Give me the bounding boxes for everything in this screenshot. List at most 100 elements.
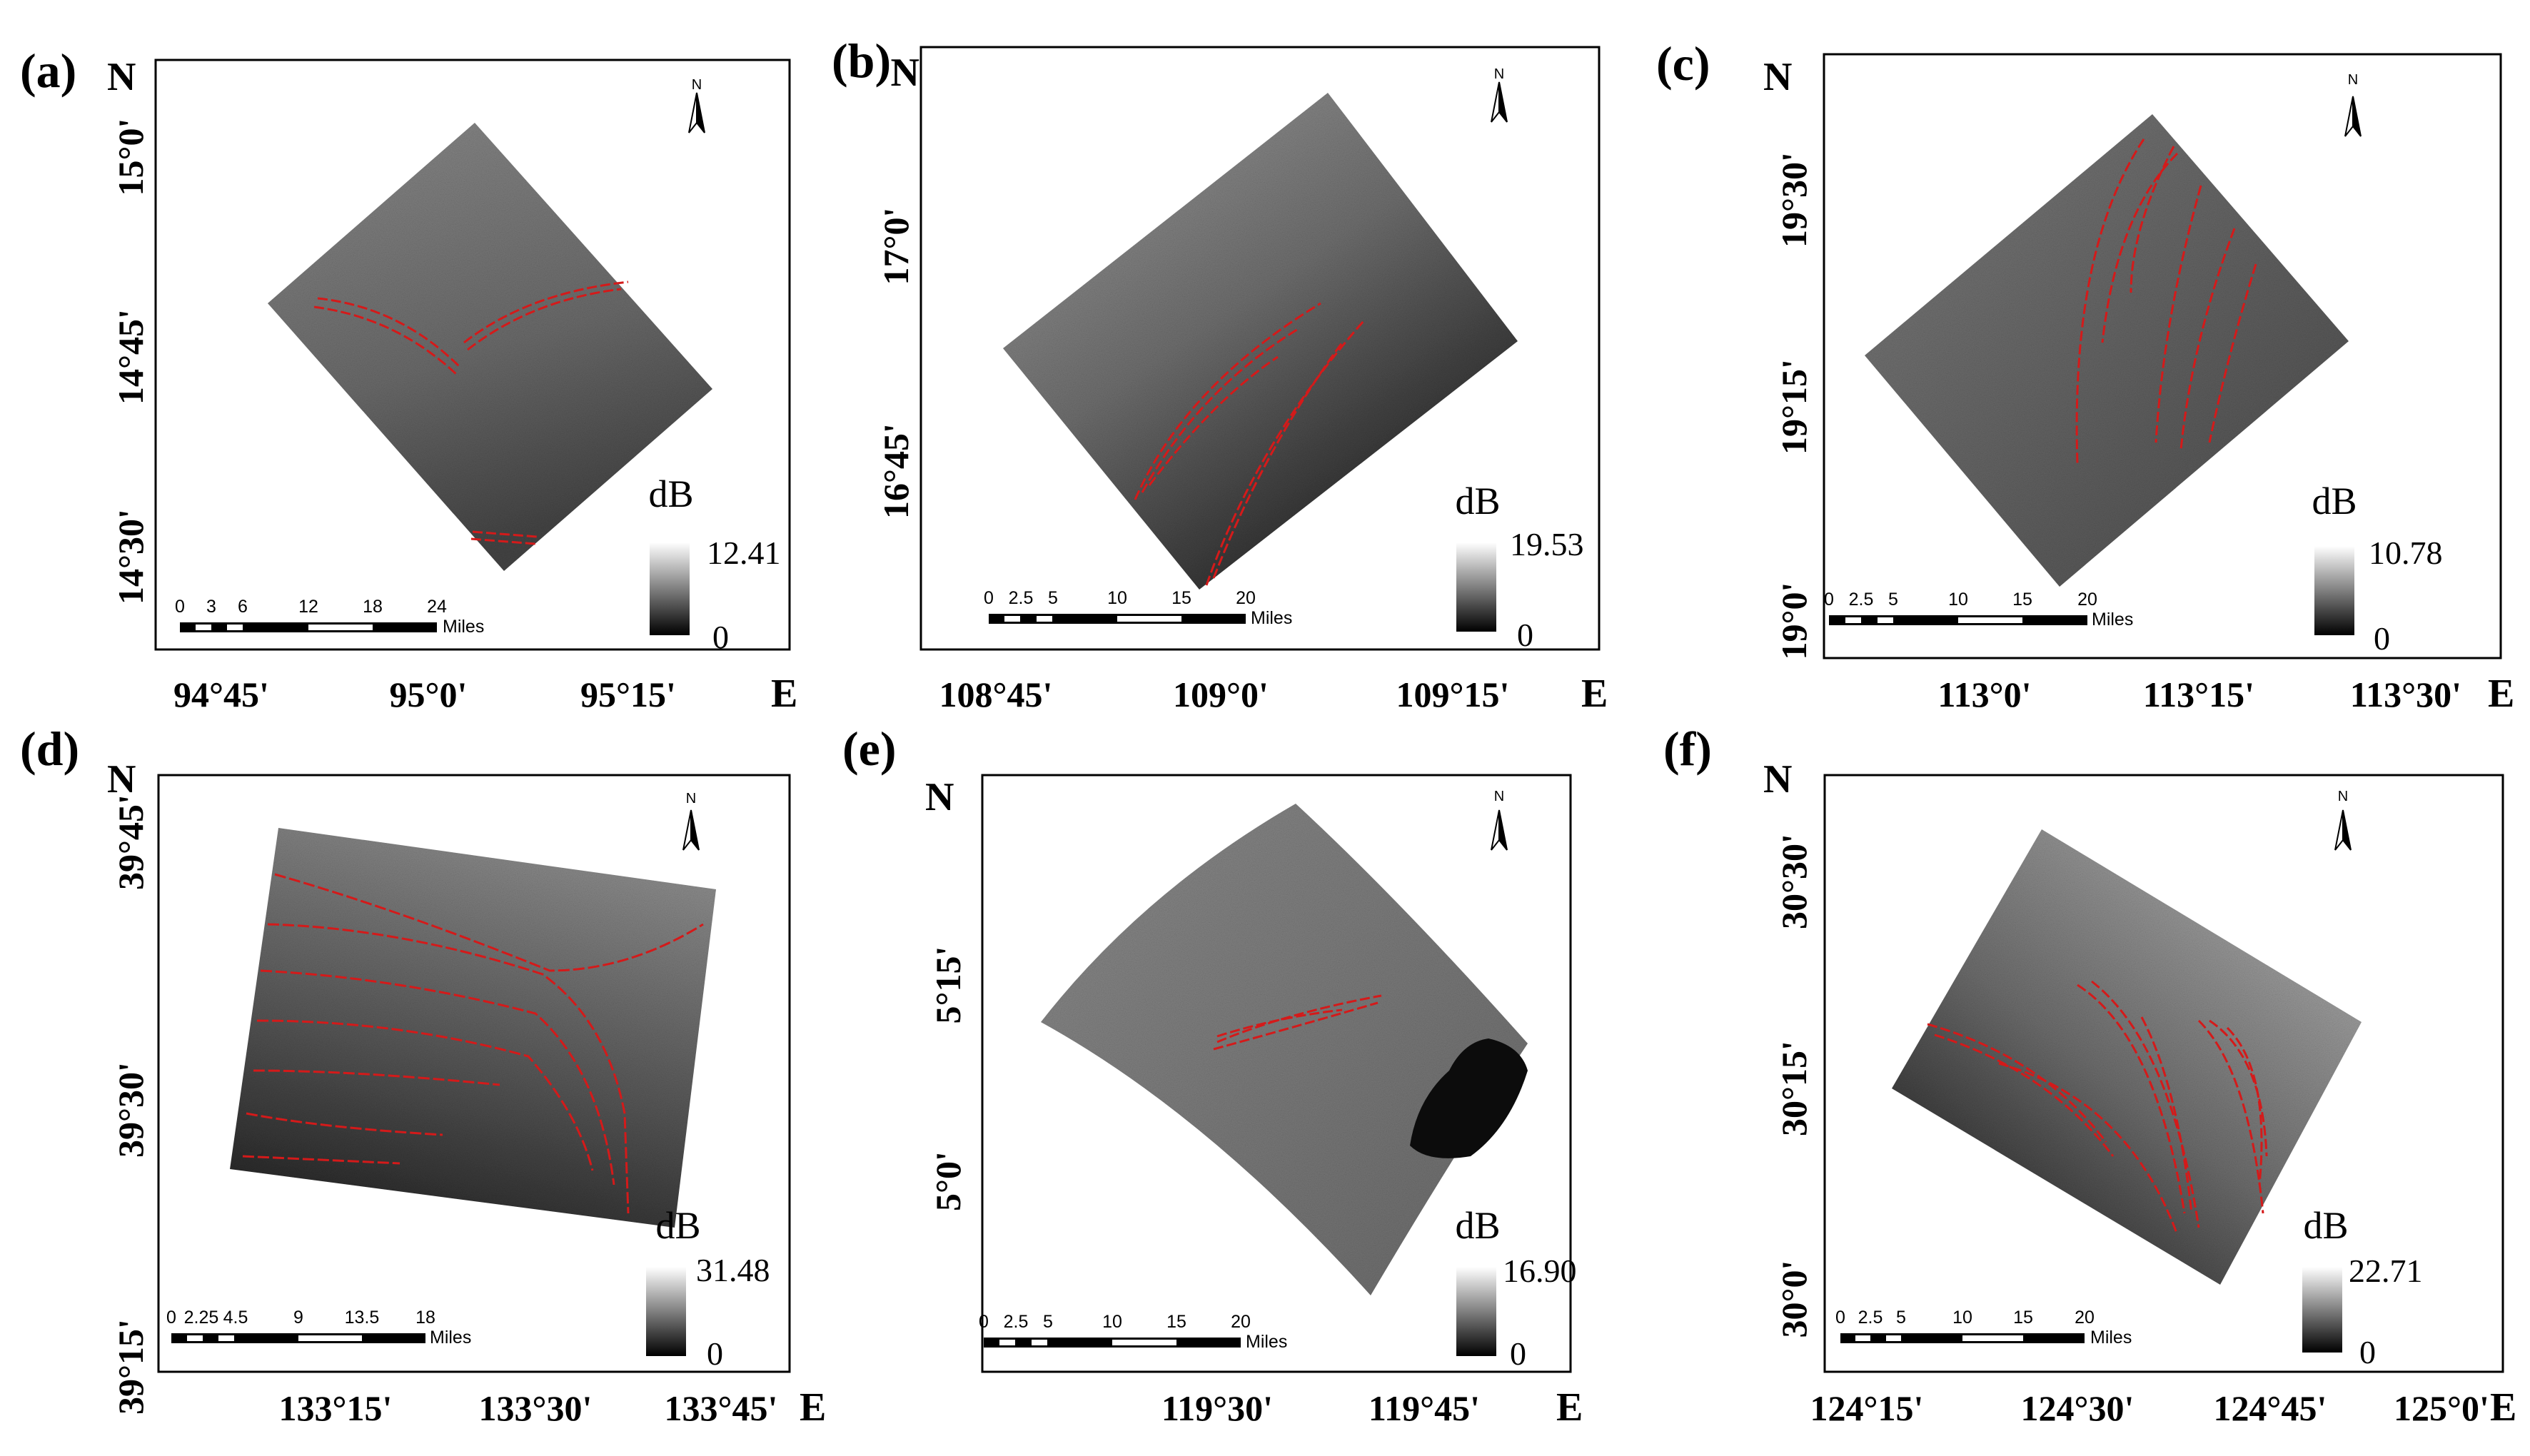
wave-crest-line bbox=[1205, 320, 1365, 586]
wave-crest-line bbox=[1141, 327, 1300, 493]
north-arrow-label: N bbox=[2338, 789, 2348, 804]
north-arrow-label: N bbox=[686, 791, 696, 807]
scale-bar: 0 2.5 5 10 15 20 Miles bbox=[1835, 1308, 2132, 1348]
scale-tick: 0 bbox=[166, 1308, 176, 1328]
colorbar bbox=[650, 542, 690, 635]
scale-segment bbox=[1886, 1335, 1901, 1341]
scale-bar: 0 2.5 5 10 15 20 Miles bbox=[979, 1312, 1287, 1352]
scale-tick: 2.5 bbox=[1858, 1308, 1883, 1328]
lon-tick: 95°0' bbox=[390, 674, 468, 714]
scale-tick: 20 bbox=[1236, 588, 1256, 608]
scale-segment bbox=[227, 625, 243, 630]
wave-crest-line bbox=[2075, 138, 2145, 465]
scale-segment bbox=[1958, 617, 2022, 623]
colorbar-min: 0 bbox=[1517, 617, 1533, 653]
scale-tick: 24 bbox=[427, 597, 447, 617]
scale-tick: 0 bbox=[1824, 590, 1834, 610]
panel-e: (e) N E 5°15' 5°0' 119°30' 119°45' N dB … bbox=[842, 722, 1583, 1430]
wave-crest-line bbox=[2077, 984, 2186, 1214]
wave-crest-line bbox=[470, 537, 536, 545]
scale-segment bbox=[218, 1335, 234, 1341]
wave-crest-line bbox=[1148, 355, 1279, 486]
scale-bar: 0 2.25 4.5 9 13.5 18 Miles bbox=[166, 1308, 471, 1348]
wave-crest-line bbox=[274, 873, 704, 972]
lat-tick: 14°45' bbox=[111, 309, 151, 405]
colorbar bbox=[2314, 546, 2354, 635]
scale-segment bbox=[1855, 1335, 1870, 1341]
scale-segment bbox=[1112, 1340, 1176, 1345]
colorbar-unit: dB bbox=[1455, 1204, 1500, 1247]
lat-tick: 39°45' bbox=[111, 794, 151, 890]
colorbar-max: 19.53 bbox=[1510, 526, 1584, 562]
east-label: E bbox=[2490, 1385, 2516, 1430]
sar-image bbox=[1041, 804, 1528, 1295]
north-label: N bbox=[925, 775, 954, 819]
scale-tick: 20 bbox=[2075, 1308, 2095, 1328]
scale-tick: 10 bbox=[1952, 1308, 1972, 1328]
lat-tick: 19°0' bbox=[1774, 582, 1814, 660]
wave-crest-line bbox=[2101, 152, 2179, 343]
panel-label: (c) bbox=[1656, 36, 1710, 91]
scale-segment bbox=[187, 1335, 203, 1341]
east-label: E bbox=[1556, 1385, 1583, 1430]
scale-tick: 5 bbox=[1888, 590, 1898, 610]
sar-image bbox=[268, 123, 712, 571]
scale-bar: 0 3 6 12 18 24 Miles bbox=[175, 597, 484, 637]
lon-tick: 94°45' bbox=[173, 674, 269, 714]
scale-unit: Miles bbox=[2090, 1328, 2132, 1348]
lat-tick: 16°45' bbox=[876, 423, 916, 519]
lat-tick: 19°15' bbox=[1774, 359, 1814, 455]
panel-label: (e) bbox=[842, 722, 896, 776]
panel-c: (c) N E 19°30' 19°15' 19°0' 113°0' 113°1… bbox=[1656, 36, 2514, 716]
lon-tick: 124°15' bbox=[1810, 1388, 1924, 1428]
colorbar-unit: dB bbox=[655, 1204, 700, 1247]
colorbar-unit: dB bbox=[1455, 480, 1500, 522]
wave-crest-line bbox=[253, 1069, 500, 1086]
scale-tick: 20 bbox=[1231, 1312, 1251, 1332]
colorbar-min: 0 bbox=[712, 619, 729, 655]
wave-crest-line bbox=[1216, 994, 1382, 1043]
north-label: N bbox=[1763, 757, 1792, 802]
panel-label: (d) bbox=[20, 722, 79, 776]
lat-tick: 39°30' bbox=[111, 1062, 151, 1158]
sar-image bbox=[1892, 829, 2362, 1285]
wave-crest-line bbox=[1934, 1033, 2115, 1157]
scale-segment bbox=[298, 1335, 362, 1341]
scale-segment bbox=[308, 625, 373, 630]
wave-crest-line bbox=[2209, 1019, 2268, 1157]
scale-tick: 0 bbox=[984, 588, 994, 608]
lon-tick: 124°30' bbox=[2021, 1388, 2135, 1428]
internal-wave-lines bbox=[313, 280, 629, 545]
lat-tick: 5°15' bbox=[928, 946, 968, 1024]
scale-tick: 18 bbox=[415, 1308, 435, 1328]
east-label: E bbox=[1581, 672, 1608, 716]
scale-tick: 15 bbox=[1171, 588, 1191, 608]
colorbar-max: 16.90 bbox=[1503, 1253, 1577, 1289]
wave-crest-line bbox=[1212, 342, 1344, 579]
scale-tick: 2.5 bbox=[1009, 588, 1034, 608]
scale-tick: 4.5 bbox=[223, 1308, 248, 1328]
scale-tick: 9 bbox=[293, 1308, 303, 1328]
lon-tick: 133°45' bbox=[665, 1388, 778, 1428]
lon-tick: 124°45' bbox=[2214, 1388, 2327, 1428]
lat-tick: 14°30' bbox=[111, 509, 151, 605]
colorbar-max: 12.41 bbox=[707, 535, 781, 571]
scale-tick: 3 bbox=[206, 597, 216, 617]
lon-tick: 125°0' bbox=[2394, 1388, 2489, 1428]
north-arrow-label: N bbox=[1494, 789, 1504, 804]
scale-tick: 0 bbox=[175, 597, 185, 617]
wave-crest-line bbox=[242, 1155, 400, 1165]
internal-wave-lines bbox=[1927, 980, 2268, 1235]
wave-crest-line bbox=[313, 305, 458, 376]
scale-segment bbox=[1962, 1335, 2023, 1341]
internal-wave-lines bbox=[242, 873, 704, 1214]
scale-tick: 12 bbox=[298, 597, 318, 617]
lon-tick: 133°15' bbox=[279, 1388, 393, 1428]
scale-tick: 2.5 bbox=[1004, 1312, 1029, 1332]
scale-tick: 15 bbox=[2012, 590, 2032, 610]
north-label: N bbox=[107, 757, 136, 802]
lon-tick: 119°30' bbox=[1161, 1388, 1273, 1428]
scale-tick: 10 bbox=[1102, 1312, 1122, 1332]
east-label: E bbox=[2488, 672, 2514, 716]
lat-tick: 30°30' bbox=[1774, 834, 1814, 929]
